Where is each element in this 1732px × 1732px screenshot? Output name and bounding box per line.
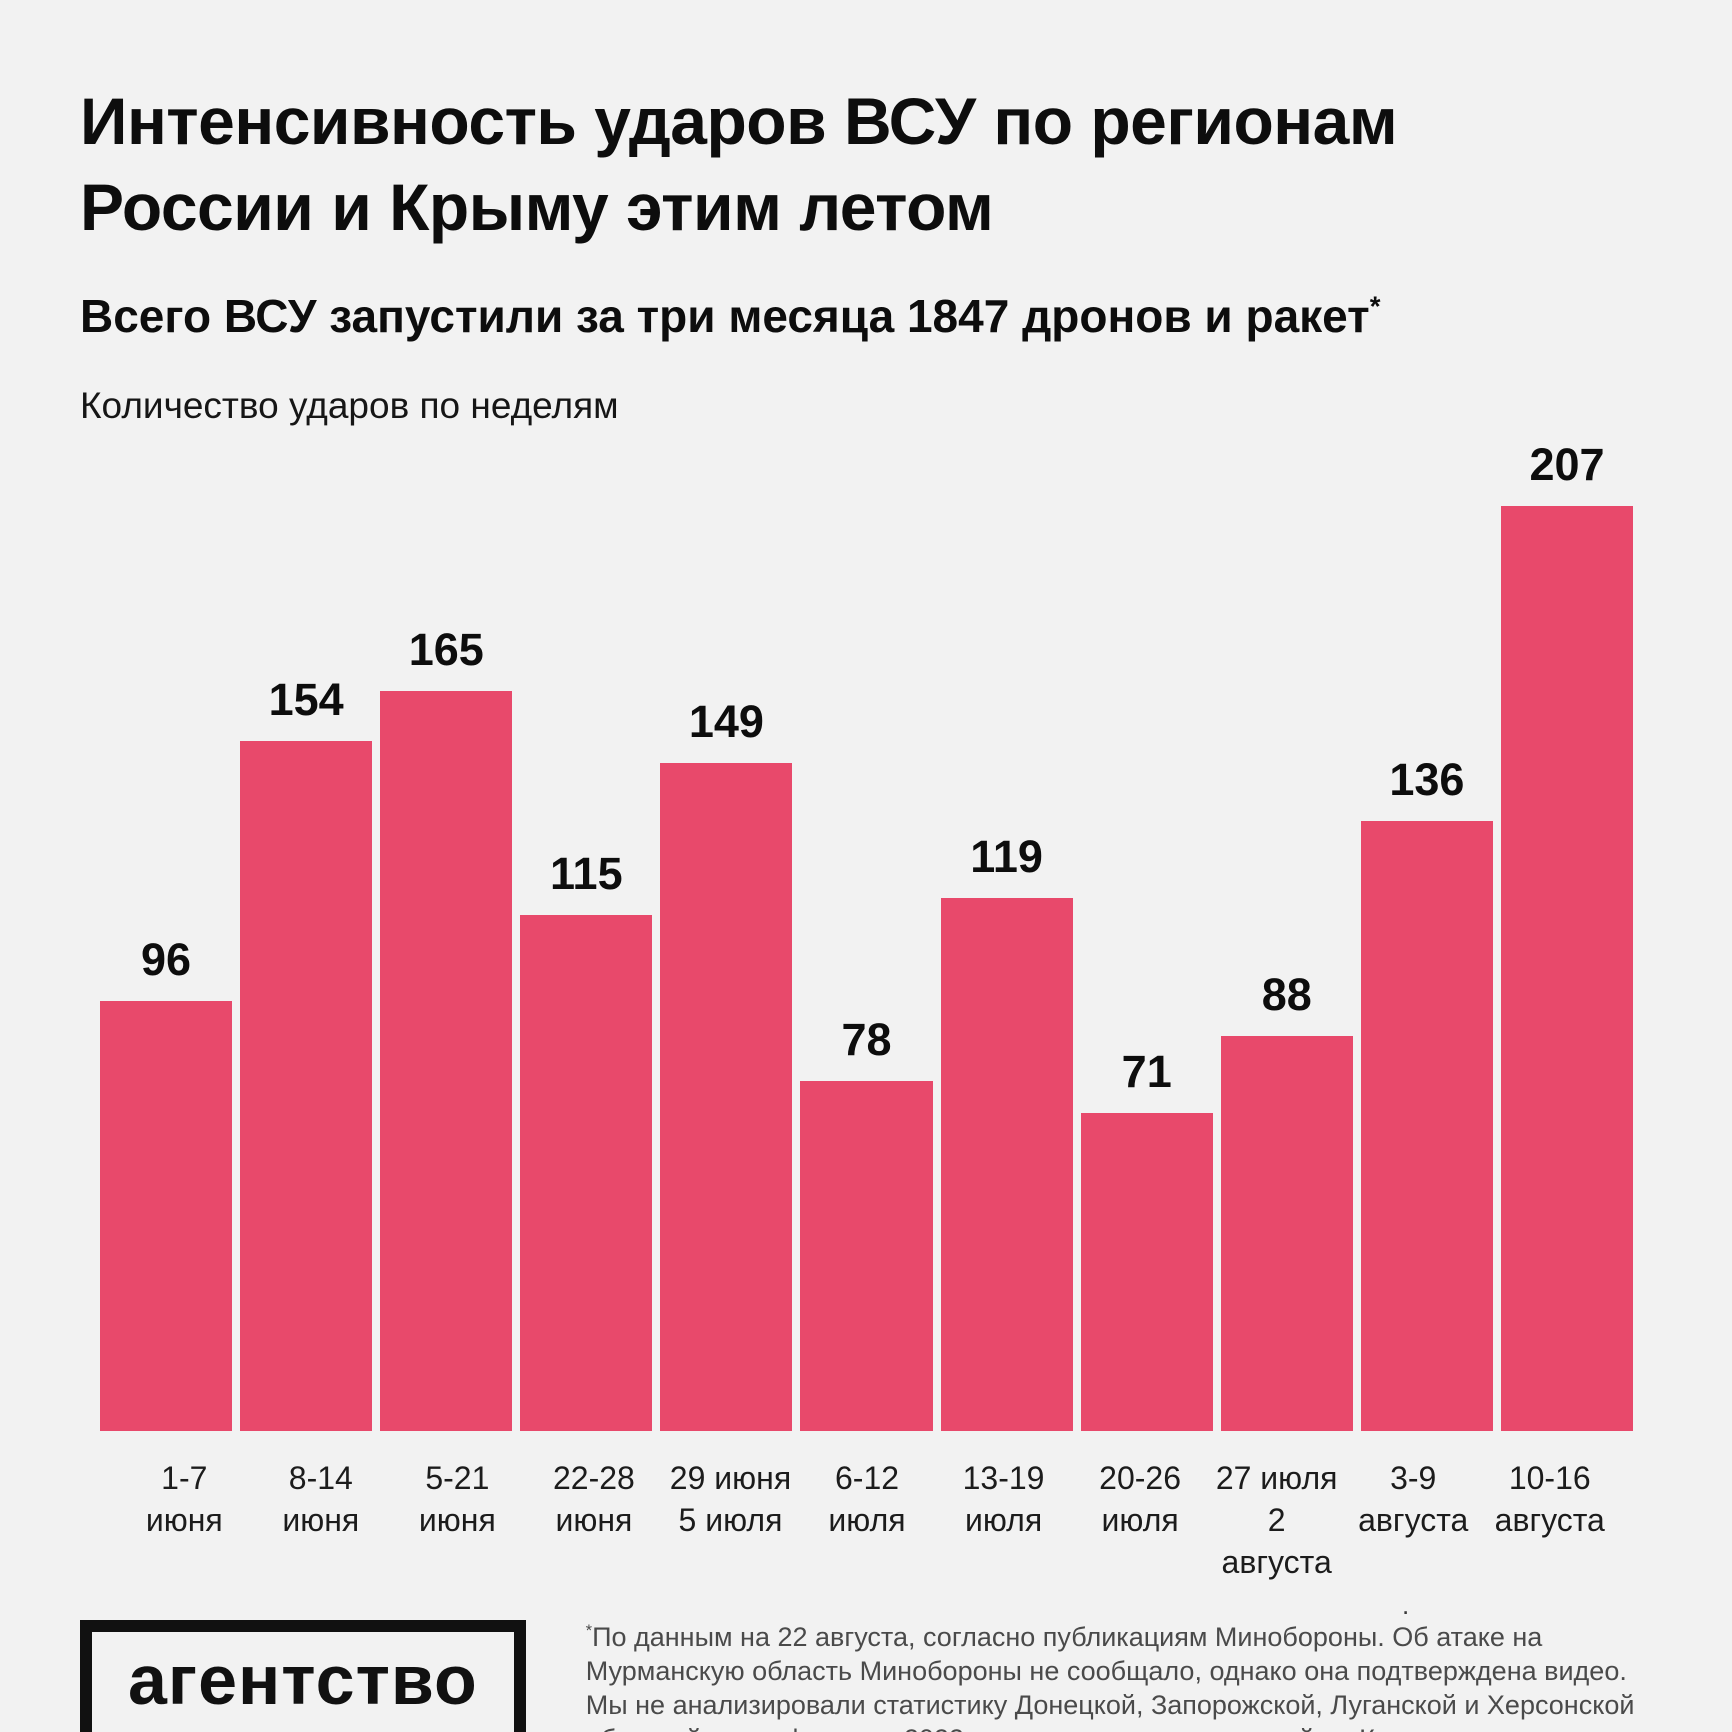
bar-column: 154 bbox=[240, 439, 373, 1431]
footnote-text: По данным на 22 августа, согласно публик… bbox=[585, 1621, 1635, 1732]
subtitle-text: Всего ВСУ запустили за три месяца 1847 д… bbox=[80, 289, 1370, 342]
bar bbox=[1080, 1112, 1213, 1431]
bar bbox=[1360, 820, 1493, 1431]
x-axis-label: 27 июля 2 августа bbox=[1215, 1459, 1338, 1581]
bar-column: 119 bbox=[940, 439, 1073, 1431]
x-axis-label: 1-7 июня bbox=[145, 1459, 223, 1539]
title-line-1: Интенсивность ударов ВСУ по регионам bbox=[80, 84, 1398, 158]
x-axis-label: 20-26 июля bbox=[1099, 1459, 1182, 1539]
chart-axis-caption: Количество ударов по неделям bbox=[80, 384, 619, 426]
bar bbox=[240, 740, 373, 1431]
bar-value-label: 154 bbox=[268, 673, 344, 725]
page-subtitle: Всего ВСУ запустили за три месяца 1847 д… bbox=[80, 289, 1652, 343]
bar-value-label: 119 bbox=[970, 830, 1043, 882]
bar-value-label: 207 bbox=[1529, 438, 1605, 490]
bar-column: 115 bbox=[520, 439, 653, 1431]
x-axis-labels: 1-7 июня 8-14 июня 5-21 июня 22-28 июня 29 и… bbox=[120, 1457, 1614, 1584]
bar bbox=[660, 762, 793, 1431]
bar-value-label: 71 bbox=[1121, 1045, 1172, 1097]
subtitle-asterisk: * bbox=[1369, 290, 1381, 322]
bar-value-label: 149 bbox=[688, 695, 764, 747]
bar-column: 88 bbox=[1220, 439, 1353, 1431]
footnote-asterisk: * bbox=[585, 1621, 593, 1640]
bar-column: 96 bbox=[100, 439, 233, 1431]
x-axis-label: 3-9 августа bbox=[1358, 1459, 1469, 1539]
x-axis-label: 13-19 июля bbox=[962, 1459, 1045, 1539]
bar-column: 207 bbox=[1500, 438, 1634, 1431]
bar-column: 136 bbox=[1360, 439, 1493, 1431]
footer: агентство *По данным на 22 августа, согл… bbox=[80, 1619, 1652, 1732]
x-axis-label: 8-14 июня bbox=[282, 1459, 360, 1539]
bar-value-label: 136 bbox=[1389, 753, 1465, 805]
x-axis-label: 6-12 июля bbox=[828, 1459, 906, 1539]
bar-value-label: 96 bbox=[141, 933, 192, 985]
bar bbox=[800, 1080, 933, 1431]
bar bbox=[380, 690, 513, 1431]
bar bbox=[100, 1000, 233, 1431]
x-axis-label: 10-16 августа bbox=[1494, 1459, 1605, 1539]
bar-value-label: 78 bbox=[841, 1013, 892, 1065]
bar-column: 165 bbox=[380, 439, 513, 1431]
bar-column: 71 bbox=[1080, 439, 1213, 1431]
bar-chart-columns: 96 154 165 115 149 78 119 71 88 136 207 bbox=[100, 438, 1634, 1431]
bar bbox=[520, 914, 653, 1431]
page-title: Интенсивность ударов ВСУ по регионам Росс… bbox=[80, 78, 1652, 251]
bar-column: 78 bbox=[800, 439, 933, 1431]
agency-logo-text: агентство bbox=[128, 1640, 478, 1719]
bar bbox=[1500, 505, 1634, 1431]
bar-column: 149 bbox=[660, 439, 793, 1431]
stray-dot: . bbox=[1402, 1590, 1410, 1620]
x-axis-label: 5-21 июня bbox=[418, 1459, 496, 1539]
bar-value-label: 88 bbox=[1261, 968, 1312, 1020]
bar-value-label: 115 bbox=[550, 847, 623, 899]
bar bbox=[940, 897, 1073, 1431]
footnote: *По данным на 22 августа, согласно публи… bbox=[586, 1620, 1652, 1732]
bar-value-label: 165 bbox=[408, 623, 484, 675]
bar bbox=[1220, 1035, 1353, 1431]
x-axis-label: 29 июня 5 июля bbox=[669, 1459, 792, 1539]
infographic-page: Интенсивность ударов ВСУ по регионам Росс… bbox=[0, 78, 1732, 1732]
x-axis-label: 22-28 июня bbox=[552, 1459, 635, 1539]
bar-chart: 96 154 165 115 149 78 119 71 88 136 207 1-7 июня 8-… bbox=[100, 438, 1634, 1584]
agency-logo: агентство bbox=[80, 1619, 526, 1732]
title-line-2: России и Крыму этим летом bbox=[80, 170, 994, 245]
